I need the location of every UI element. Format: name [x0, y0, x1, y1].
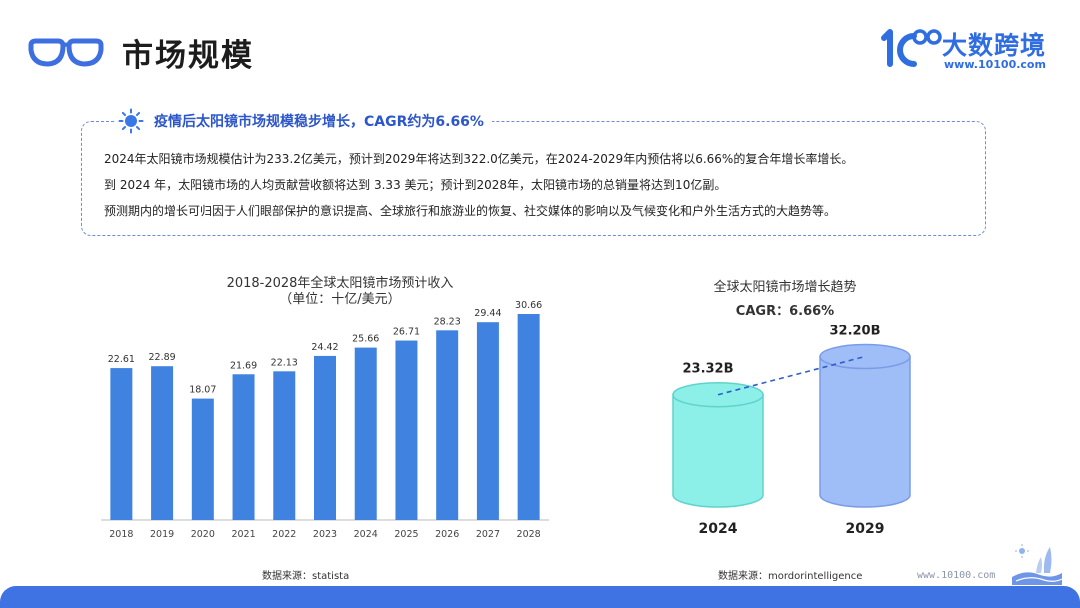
x-tick-label: 2021: [231, 529, 255, 540]
trend-dashed-line: [717, 355, 866, 396]
x-tick-label: 2027: [476, 529, 500, 540]
trend-chart-source: 数据来源：mordorintelligence: [718, 571, 863, 582]
bar-2028: [517, 314, 540, 520]
bar-value-label: 22.89: [148, 352, 175, 363]
bar-value-label: 26.71: [393, 327, 420, 338]
x-tick-label: 2023: [313, 529, 337, 540]
bar-chart-subtitle: （单位：十亿/美元）: [279, 292, 401, 307]
revenue-bar-chart: 22.61 2018 22.89 2019 18.07 2020 21.69 2021 22.1…: [101, 300, 549, 540]
bar-2022: [273, 371, 296, 520]
cylinder-value-label: 32.20B: [829, 325, 880, 339]
x-tick-label: 2019: [150, 529, 174, 540]
x-tick-label: 2024: [354, 529, 378, 540]
page-title: 市场规模: [122, 38, 254, 74]
brand-name: 大数跨境: [942, 31, 1047, 60]
bar-2018: [110, 368, 133, 520]
bar-value-label: 25.66: [352, 334, 379, 345]
sunny-landscape-icon: [1012, 544, 1062, 585]
bar-value-label: 30.66: [515, 300, 542, 311]
bar-2019: [151, 366, 174, 520]
x-tick-label: 2026: [435, 529, 459, 540]
x-tick-label: 2018: [109, 529, 133, 540]
brand-logo: 大数跨境 www.10100.com: [878, 24, 1058, 76]
summary-line-3: 预测期内的增长可归因于人们眼部保护的意识提高、全球旅行和旅游业的恢复、社交媒体的…: [104, 204, 837, 218]
bar-value-label: 24.42: [311, 342, 338, 353]
cylinder-category-label: 2024: [699, 521, 738, 537]
bar-chart-source: 数据来源：statista: [262, 571, 350, 582]
bar-2023: [314, 355, 336, 520]
bar-2024: [354, 347, 377, 520]
bar-2027: [476, 322, 499, 520]
x-tick-label: 2028: [517, 529, 541, 540]
bar-value-label: 21.69: [230, 360, 257, 371]
x-tick-label: 2022: [272, 529, 296, 540]
bar-2020: [191, 398, 214, 520]
glasses-icon: [28, 38, 104, 67]
bar-value-label: 22.13: [271, 357, 298, 368]
sun-icon: [118, 108, 144, 134]
growth-trend-chart: 23.32B 2024 32.20B 2029: [672, 325, 911, 537]
brand-url: www.10100.com: [944, 58, 1046, 71]
trend-chart-cagr: CAGR：6.66%: [735, 304, 835, 319]
cylinder-category-label: 2029: [846, 521, 885, 537]
cylinder-2024: [672, 393, 764, 508]
bar-value-label: 28.23: [434, 316, 461, 327]
summary-headline: 疫情后太阳镜市场规模稳步增长，CAGR约为6.66%: [154, 114, 484, 130]
brand-logo-mark: [881, 29, 942, 67]
x-tick-label: 2020: [191, 529, 215, 540]
summary-line-1: 2024年太阳镜市场规模估计为233.2亿美元，预计到2029年将达到322.0…: [104, 152, 854, 166]
bar-value-label: 29.44: [474, 308, 501, 319]
cylinder-2029: [819, 355, 911, 508]
cylinder-value-label: 23.32B: [682, 362, 733, 377]
bar-value-label: 18.07: [189, 385, 216, 396]
bar-chart-title: 2018-2028年全球太阳镜市场预计收入: [226, 276, 454, 291]
bar-value-label: 22.61: [108, 354, 135, 365]
summary-box: [81, 121, 986, 236]
summary-line-2: 到 2024 年，太阳镜市场的人均贡献营收额将达到 3.33 美元；预计到202…: [104, 178, 727, 192]
summary-header: 疫情后太阳镜市场规模稳步增长，CAGR约为6.66%: [114, 108, 492, 134]
footer-band: [0, 586, 1080, 608]
trend-chart-title: 全球太阳镜市场增长趋势: [713, 280, 857, 295]
bar-2021: [232, 374, 255, 520]
bar-2026: [436, 330, 459, 520]
bar-2025: [395, 340, 418, 520]
x-tick-label: 2025: [394, 529, 418, 540]
corner-url: www.10100.com: [917, 570, 996, 581]
